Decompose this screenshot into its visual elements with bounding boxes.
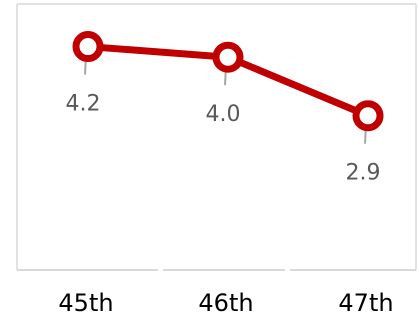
- x-axis-tick-label: 45th: [58, 289, 113, 317]
- data-point-marker: [212, 41, 244, 73]
- x-axis-tick-labels: 45th 46th 47th: [58, 289, 393, 317]
- data-label: 4.0: [206, 102, 241, 127]
- x-axis-tick-label: 47th: [338, 289, 393, 317]
- plot-frame: [16, 3, 417, 271]
- series-markers: [72, 31, 384, 132]
- data-point-marker: [352, 100, 384, 132]
- data-label: 4.2: [66, 92, 101, 117]
- x-axis-tick-label: 46th: [198, 289, 253, 317]
- data-labels: 4.2 4.0 2.9: [66, 92, 381, 186]
- data-label: 2.9: [346, 161, 381, 186]
- data-point-marker: [72, 31, 104, 63]
